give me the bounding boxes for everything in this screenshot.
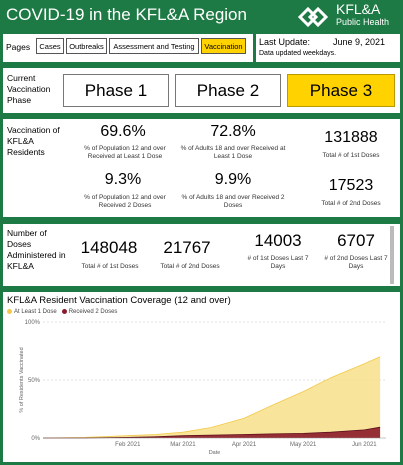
last-update-date: June 9, 2021	[332, 37, 385, 47]
logo-subtitle: Public Health	[336, 17, 390, 27]
pop12-2dose-desc: % of Population 12 and over Received 2 D…	[84, 194, 166, 209]
logo-text: KFL&A Public Health	[336, 2, 389, 27]
x-tick-label: May 2021	[290, 442, 317, 448]
adults18-1dose-desc: % of Adults 18 and over Received at Leas…	[180, 145, 286, 160]
total-2nd-desc: Total # of 2nd Doses	[321, 200, 381, 207]
total-1st-value: 131888	[324, 129, 378, 146]
chart-title: KFL&A Resident Vaccination Coverage (12 …	[7, 295, 231, 306]
pop12-1dose-desc: % of Population 12 and over Received at …	[84, 145, 166, 160]
pop12-2dose-value: 9.3%	[104, 171, 142, 188]
phase-1-button[interactable]: Phase 1	[63, 74, 169, 107]
phase-2-button[interactable]: Phase 2	[175, 74, 281, 107]
adults18-1dose-value: 72.8%	[210, 123, 256, 140]
y-tick-label: 50%	[28, 378, 41, 384]
phase-3-button[interactable]: Phase 3	[287, 74, 395, 107]
last7-1st-desc: # of 1st Doses Last 7 Days	[247, 255, 309, 270]
series-area-2dose	[43, 427, 381, 438]
coverage-chart-svg: 0% 50% 100% Feb 2021 Mar 2021 Apr 2021 May 202…	[19, 320, 386, 456]
doses-total-1st-value: 148048	[80, 238, 138, 257]
last-update-label: Last Update:	[259, 37, 311, 47]
legend-swatch-2dose	[61, 309, 67, 314]
pages-label: Pages	[6, 42, 31, 52]
chart-legend: At Least 1 Dose Received 2 Doses	[7, 309, 117, 315]
update-info: Last Update: June 9, 2021 Data updated w…	[256, 34, 400, 62]
nav-button-cases[interactable]: Cases	[36, 38, 64, 54]
x-tick-label: Feb 2021	[115, 442, 141, 448]
series-line-1dose	[42, 356, 381, 439]
legend-item-1dose: At Least 1 Dose	[7, 309, 57, 315]
y-tick-label: 0%	[31, 436, 40, 442]
phase-panel: Current Vaccination Phase Phase 1 Phase …	[3, 68, 400, 113]
pages-nav: Pages Cases Outbreaks Assessment and Tes…	[3, 34, 253, 62]
last7-2nd-desc: # of 2nd Doses Last 7 Days	[324, 255, 388, 270]
coverage-chart: 0% 50% 100% Feb 2021 Mar 2021 Apr 2021 May 202…	[3, 292, 400, 462]
adults18-2dose-value: 9.9%	[214, 171, 252, 188]
doses-label: Number of Doses Administered in KFL&A	[7, 228, 66, 271]
y-axis-title: % of Residents Vaccinated	[19, 347, 25, 412]
app-header: COVID-19 in the KFL&A Region KFL&A Publi…	[0, 0, 403, 34]
legend-item-2dose: Received 2 Doses	[61, 309, 118, 316]
residents-stats: Vaccination of KFL&A Residents 69.6% % o…	[3, 119, 400, 217]
doses-scrollbar[interactable]	[390, 226, 394, 284]
page-title: COVID-19 in the KFL&A Region	[6, 5, 247, 24]
total-2nd-value: 17523	[328, 177, 374, 194]
logo-name: KFL&A	[336, 1, 381, 17]
last7-1st-value: 14003	[254, 231, 302, 250]
x-axis-title: Date	[209, 450, 221, 456]
last-update: Last Update: June 9, 2021	[259, 37, 397, 47]
legend-label-1dose: At Least 1 Dose	[14, 309, 57, 316]
pop12-1dose-value: 69.6%	[100, 123, 146, 140]
legend-label-2dose: Received 2 Doses	[68, 309, 118, 316]
last7-2nd-value: 6707	[337, 231, 375, 250]
doses-total-1st-desc: Total # of 1st Doses	[81, 263, 139, 270]
legend-swatch-1dose	[7, 309, 12, 314]
x-tick-label: Jun 2021	[352, 442, 377, 448]
doses-total-2nd-value: 21767	[163, 238, 211, 257]
nav-button-vaccination[interactable]: Vaccination	[201, 38, 246, 54]
total-1st-desc: Total # of 1st Doses	[322, 152, 380, 159]
y-tick-label: 100%	[25, 320, 41, 326]
doses-total-2nd-desc: Total # of 2nd Doses	[160, 263, 220, 270]
adults18-2dose-desc: % of Adults 18 and over Received 2 Doses	[181, 194, 285, 209]
doses-panel: Number of Doses Administered in KFL&A 14…	[3, 224, 400, 286]
phase-label: Current Vaccination Phase	[7, 73, 51, 105]
nav-button-assessment-testing[interactable]: Assessment and Testing	[109, 38, 199, 54]
x-tick-label: Mar 2021	[170, 442, 196, 448]
series-area-1dose	[43, 356, 381, 438]
x-tick-label: Apr 2021	[232, 442, 257, 448]
nav-button-outbreaks[interactable]: Outbreaks	[66, 38, 107, 54]
update-note: Data updated weekdays.	[259, 50, 337, 57]
kfla-logo-icon	[297, 6, 329, 28]
residents-label: Vaccination of KFL&A Residents	[7, 125, 60, 157]
series-line-2dose	[43, 426, 381, 439]
